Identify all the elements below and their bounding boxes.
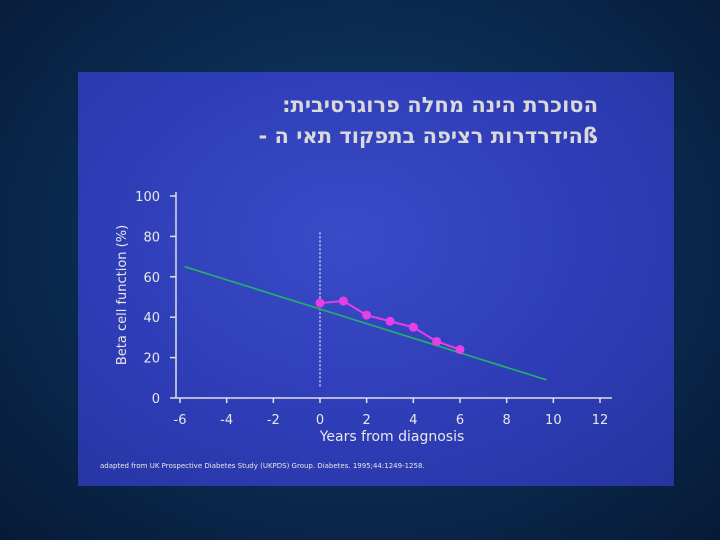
- chart-axes: 100 80 60 40 20 0 -6 -4 -2 0 2 4 6 8 10 12: [135, 190, 612, 428]
- x-tick-label: -4: [220, 413, 233, 428]
- x-tick-label: -6: [174, 413, 187, 428]
- x-tick-label: 10: [545, 413, 562, 428]
- x-tick-label: 8: [503, 413, 511, 428]
- trend-line: [184, 265, 547, 381]
- y-tick-label: 60: [143, 271, 160, 286]
- chart-series: [184, 265, 547, 381]
- x-axis-label: Years from diagnosis: [319, 429, 465, 445]
- y-tick-label: 80: [143, 230, 160, 245]
- data-point: [362, 310, 372, 320]
- source-footnote: adapted from UK Prospective Diabetes Stu…: [100, 462, 425, 470]
- x-tick-label: 4: [409, 413, 417, 428]
- slide-panel: [78, 72, 674, 486]
- data-point: [338, 296, 348, 306]
- data-point: [385, 316, 395, 326]
- y-tick-label: 40: [143, 311, 160, 326]
- x-tick-label: 2: [363, 413, 371, 428]
- y-axis-label: Beta cell function (%): [115, 225, 130, 365]
- y-tick-label: 100: [135, 190, 160, 205]
- y-tick-label: 0: [152, 392, 160, 407]
- x-tick-label: 6: [456, 413, 464, 428]
- x-tick-label: 12: [592, 413, 609, 428]
- data-point: [432, 336, 442, 346]
- axis-labels: Years from diagnosis Beta cell function …: [115, 225, 464, 445]
- data-point: [408, 322, 418, 332]
- x-tick-label: -2: [267, 413, 280, 428]
- slide-title-line2: ßהידרדרות רציפה בתפקוד תאי ה -: [258, 124, 598, 148]
- y-tick-label: 20: [143, 352, 160, 367]
- slide-title-line1: הסוכרת הינה מחלה פרוגרסיבית:: [282, 93, 598, 117]
- data-point: [455, 345, 465, 355]
- data-point: [315, 298, 325, 308]
- x-tick-label: 0: [316, 413, 324, 428]
